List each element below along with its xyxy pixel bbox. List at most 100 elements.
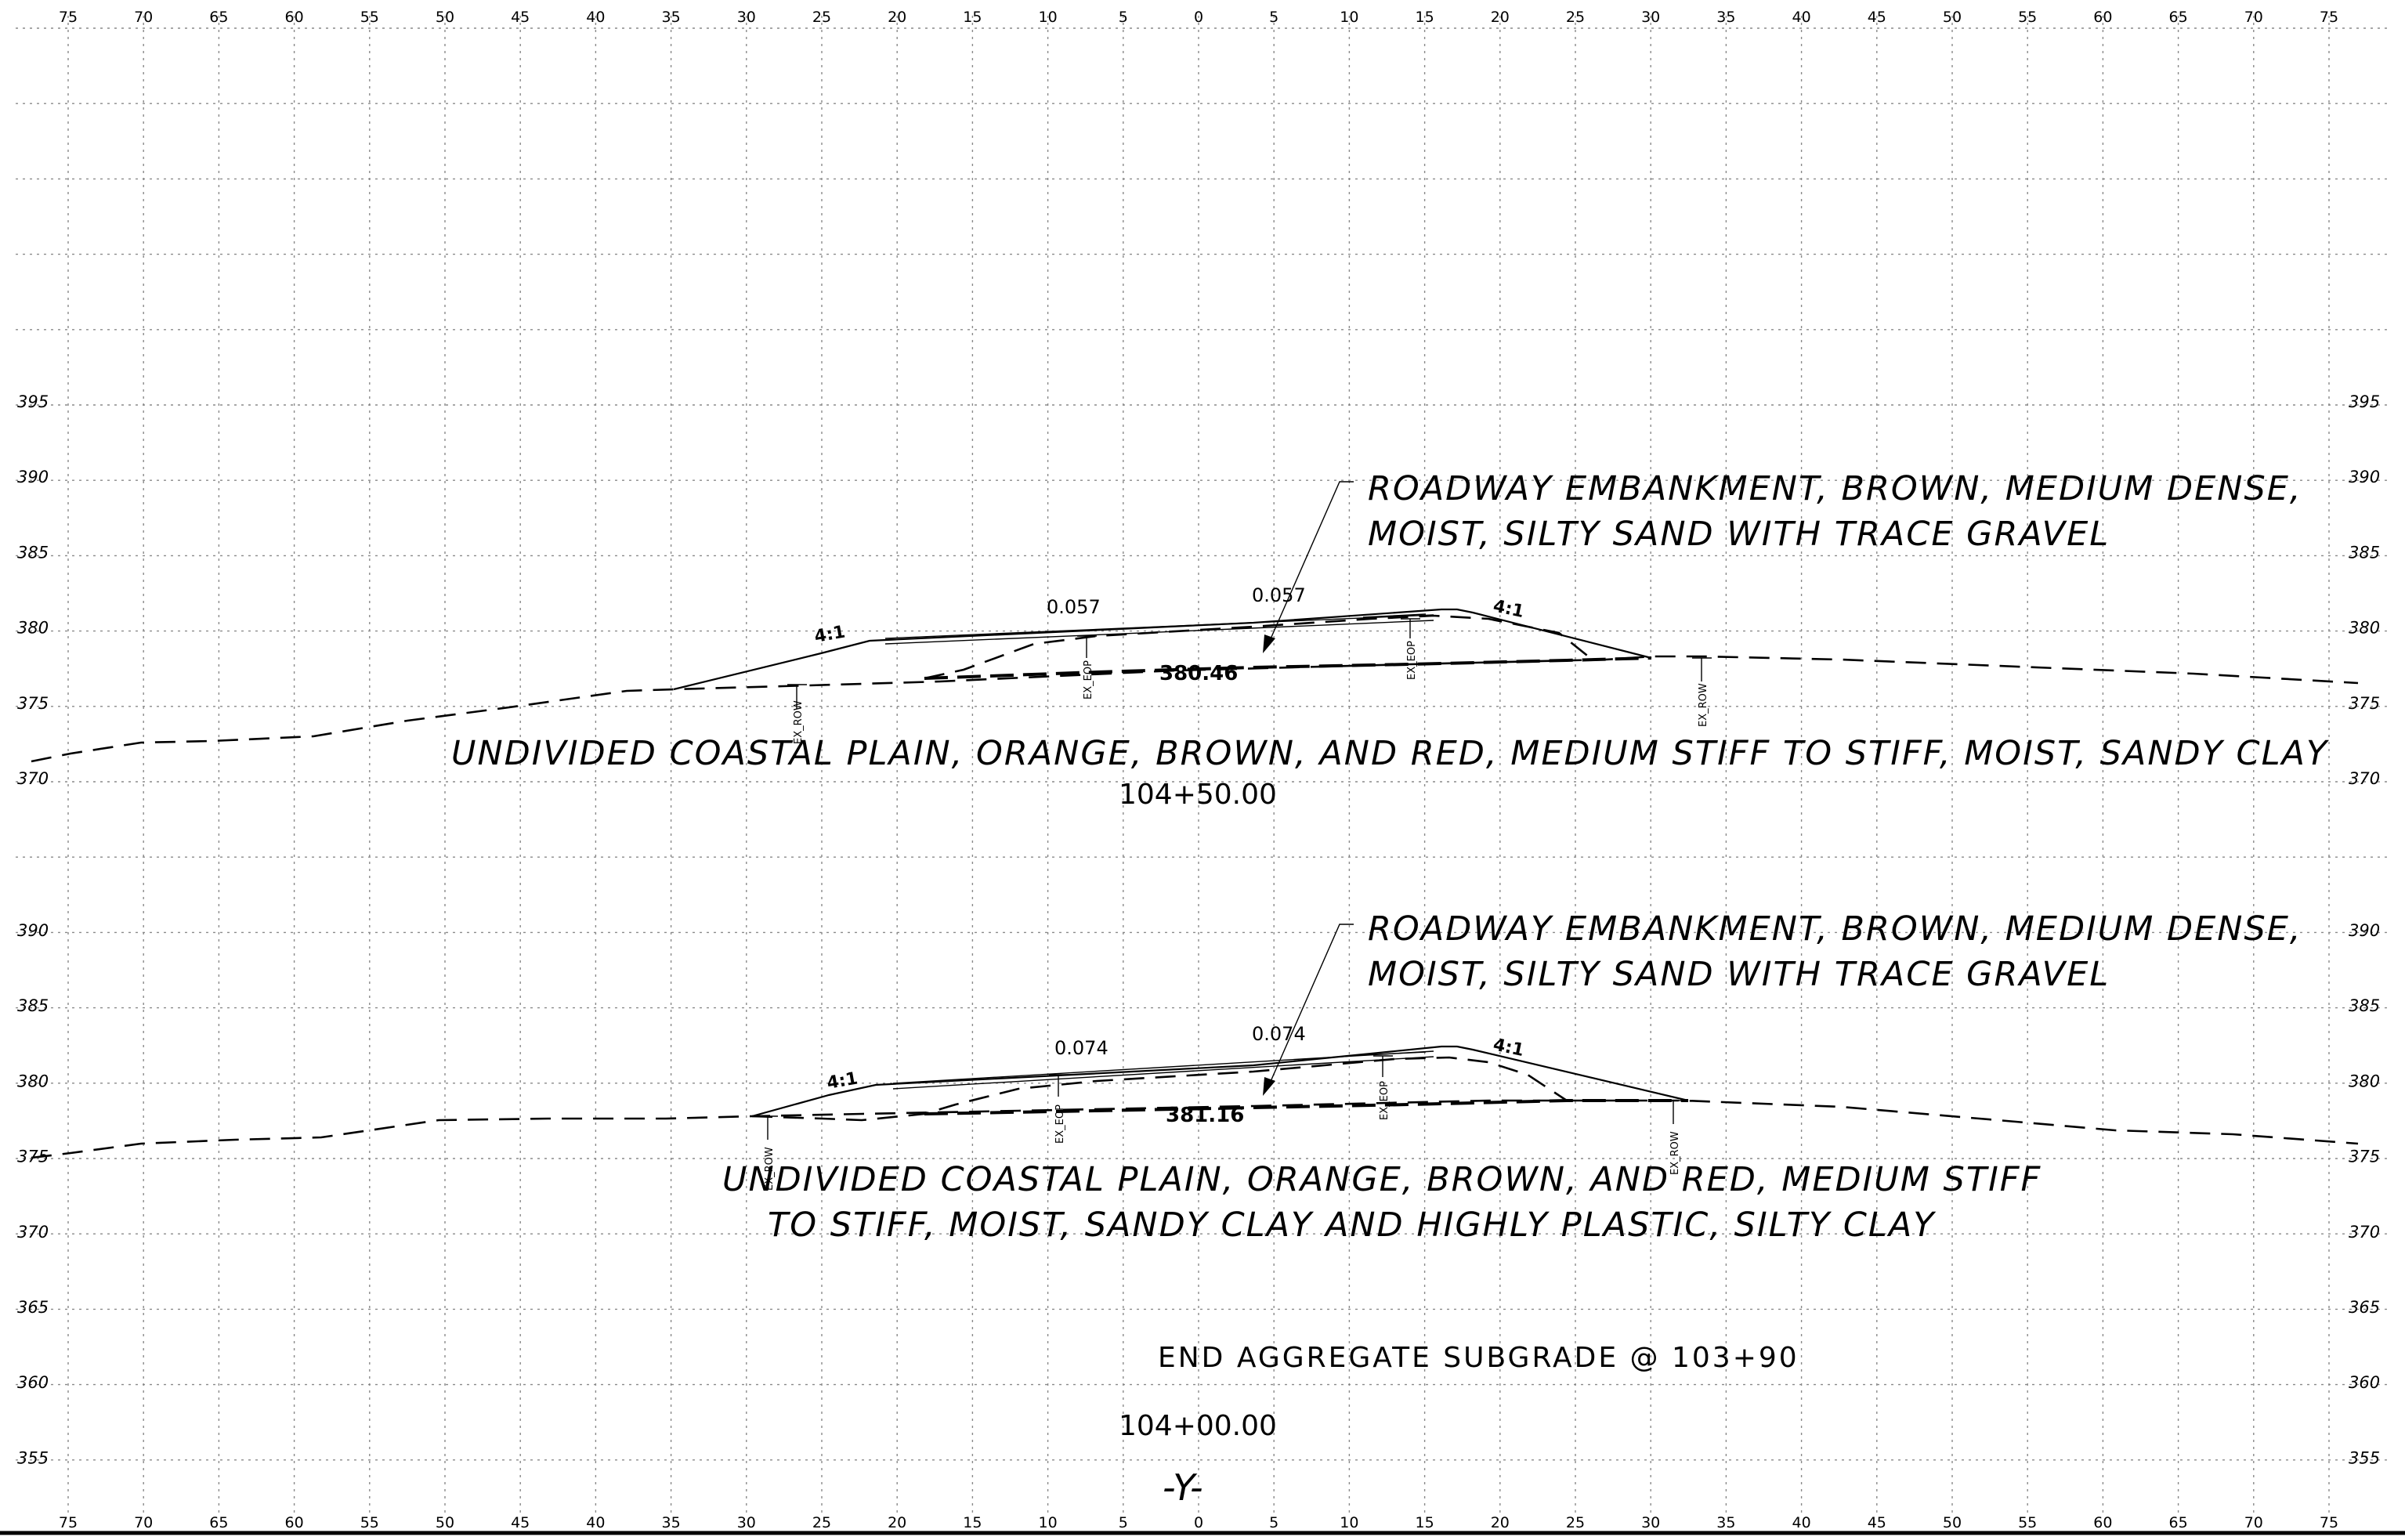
elevation-label: 390 bbox=[17, 468, 49, 486]
embankment-leader-arrow bbox=[1263, 634, 1275, 653]
offset-tick-label: 55 bbox=[2018, 1514, 2037, 1531]
elevation-label: 380 bbox=[17, 1072, 49, 1090]
offset-tick-label: 75 bbox=[59, 1514, 78, 1531]
elevation-label: 390 bbox=[2349, 468, 2380, 486]
offset-tick-label: 75 bbox=[59, 9, 78, 26]
elevation-label: 355 bbox=[2349, 1448, 2380, 1467]
offset-tick-label: 30 bbox=[737, 9, 756, 26]
elevation-label: 375 bbox=[2349, 694, 2380, 713]
offset-tick-label: 45 bbox=[511, 9, 530, 26]
offset-tick-label: 5 bbox=[1269, 9, 1278, 26]
offset-tick-label: 40 bbox=[586, 9, 605, 26]
offset-tick-label: 25 bbox=[1566, 9, 1585, 26]
cross-slope-left-label: 0.057 bbox=[1047, 596, 1101, 618]
subgrade-contact-line bbox=[924, 656, 1652, 680]
offset-tick-label: 35 bbox=[1716, 9, 1735, 26]
pavement-top-line bbox=[892, 1050, 1434, 1084]
elevation-label: 390 bbox=[17, 921, 49, 940]
elevation-label: 375 bbox=[2349, 1148, 2380, 1166]
station-label: 104+50.00 bbox=[1119, 779, 1277, 811]
offset-scale-bottom: 75 70 65 60 55 50 45 40 35 30 25 20 15 10 5 0 5 10 15 20 25 3… bbox=[59, 1514, 2338, 1531]
left-row-label: EX_ROW bbox=[793, 700, 805, 744]
left-row-label: EX_ROW bbox=[764, 1147, 776, 1191]
elevation-label: 355 bbox=[17, 1448, 49, 1467]
offset-tick-label: 20 bbox=[888, 1514, 906, 1531]
embankment-note-line-1: ROADWAY EMBANKMENT, BROWN, MEDIUM DENSE, bbox=[1368, 469, 2302, 508]
offset-tick-label: 25 bbox=[812, 9, 831, 26]
grid-horizontal-lines bbox=[16, 27, 2389, 1461]
elevation-label: 380 bbox=[2349, 1072, 2380, 1090]
right-eop-label: EX_EOP bbox=[1406, 641, 1418, 680]
offset-tick-label: 30 bbox=[737, 1514, 756, 1531]
offset-tick-label: 70 bbox=[134, 1514, 153, 1531]
pavement-bottom-line bbox=[892, 1056, 1434, 1090]
embankment-core-line bbox=[751, 1056, 1568, 1122]
offset-tick-label: 10 bbox=[1039, 1514, 1058, 1531]
offset-tick-label: 45 bbox=[1868, 9, 1886, 26]
offset-tick-label: 35 bbox=[1716, 1514, 1735, 1531]
offset-tick-label: 60 bbox=[285, 9, 304, 26]
subgrade-note-line-1: UNDIVIDED COASTAL PLAIN, ORANGE, BROWN, … bbox=[451, 734, 2330, 773]
shoulder-edge-line bbox=[1362, 1051, 1427, 1056]
offset-tick-label: 25 bbox=[1566, 1514, 1585, 1531]
offset-tick-label: 70 bbox=[2244, 1514, 2263, 1531]
offset-tick-label: 15 bbox=[1416, 1514, 1434, 1531]
offset-tick-label: 10 bbox=[1039, 9, 1058, 26]
cross-slope-right-label: 0.074 bbox=[1252, 1023, 1306, 1045]
offset-tick-label: 70 bbox=[134, 9, 153, 26]
offset-tick-label: 10 bbox=[1340, 9, 1358, 26]
offset-tick-label: 15 bbox=[963, 1514, 982, 1531]
elevation-label: 370 bbox=[2349, 1223, 2380, 1242]
embankment-core-line bbox=[924, 614, 1591, 680]
cross-section-1: EX_ROW EX_EOP EX_EOP EX_ROW 4:1 4:1 0.05… bbox=[31, 469, 2359, 811]
offset-tick-label: 35 bbox=[662, 1514, 681, 1531]
elevation-label: 385 bbox=[2349, 996, 2380, 1015]
offset-tick-label: 35 bbox=[662, 9, 681, 26]
station-label: 104+00.00 bbox=[1119, 1410, 1277, 1442]
elevation-label: 380 bbox=[17, 619, 49, 638]
existing-ground-line bbox=[31, 655, 2359, 763]
elevation-label: 370 bbox=[17, 1223, 49, 1242]
offset-tick-label: 40 bbox=[586, 1514, 605, 1531]
offset-tick-label: 55 bbox=[360, 9, 379, 26]
elevation-label: 380 bbox=[2349, 619, 2380, 638]
elevation-scale-right-section-1: 395 390 385 380 375 370 bbox=[2349, 392, 2380, 788]
offset-tick-label: 65 bbox=[209, 1514, 228, 1531]
elevation-label: 395 bbox=[17, 392, 49, 411]
embankment-note-line-1: ROADWAY EMBANKMENT, BROWN, MEDIUM DENSE, bbox=[1368, 909, 2302, 949]
pavement-bottom-line bbox=[884, 620, 1434, 645]
embankment-note-line-2: MOIST, SILTY SAND WITH TRACE GRAVEL bbox=[1368, 955, 2110, 994]
offset-tick-label: 5 bbox=[1269, 1514, 1278, 1531]
embankment-leader-arrow bbox=[1263, 1077, 1275, 1096]
datum-elevation-label: 380.46 bbox=[1159, 662, 1238, 685]
offset-tick-label: 75 bbox=[2320, 1514, 2338, 1531]
elevation-label: 385 bbox=[17, 543, 49, 562]
offset-tick-label: 20 bbox=[1491, 9, 1510, 26]
elevation-label: 395 bbox=[2349, 392, 2380, 411]
cross-section-2: EX_ROW EX_EOP EX_EOP EX_ROW 4:1 4:1 0.07… bbox=[31, 909, 2359, 1442]
offset-tick-label: 40 bbox=[1792, 9, 1811, 26]
cross-slope-right-label: 0.057 bbox=[1252, 584, 1306, 606]
offset-tick-label: 65 bbox=[209, 9, 228, 26]
elevation-label: 360 bbox=[17, 1373, 49, 1392]
offset-tick-label: 65 bbox=[2169, 9, 2188, 26]
left-eop-label: EX_EOP bbox=[1054, 1104, 1066, 1144]
offset-tick-label: 50 bbox=[1943, 1514, 1962, 1531]
elevation-label: 375 bbox=[17, 694, 49, 713]
alignment-label: -Y- bbox=[1163, 1466, 1203, 1509]
offset-tick-label: 55 bbox=[360, 1514, 379, 1531]
existing-ground-line bbox=[31, 1099, 2359, 1159]
datum-elevation-label: 381.16 bbox=[1166, 1104, 1244, 1127]
left-eop-label: EX_EOP bbox=[1083, 660, 1094, 700]
shoulder-edge-line bbox=[1362, 613, 1427, 618]
subgrade-note-line-2: TO STIFF, MOIST, SANDY CLAY AND HIGHLY P… bbox=[768, 1206, 1937, 1245]
offset-tick-label: 50 bbox=[1943, 9, 1962, 26]
elevation-label: 385 bbox=[2349, 543, 2380, 562]
offset-tick-label: 70 bbox=[2244, 9, 2263, 26]
offset-tick-label: 15 bbox=[1416, 9, 1434, 26]
offset-tick-label: 15 bbox=[963, 9, 982, 26]
embankment-leader-line bbox=[1268, 481, 1354, 643]
cross-slope-left-label: 0.074 bbox=[1054, 1037, 1108, 1059]
